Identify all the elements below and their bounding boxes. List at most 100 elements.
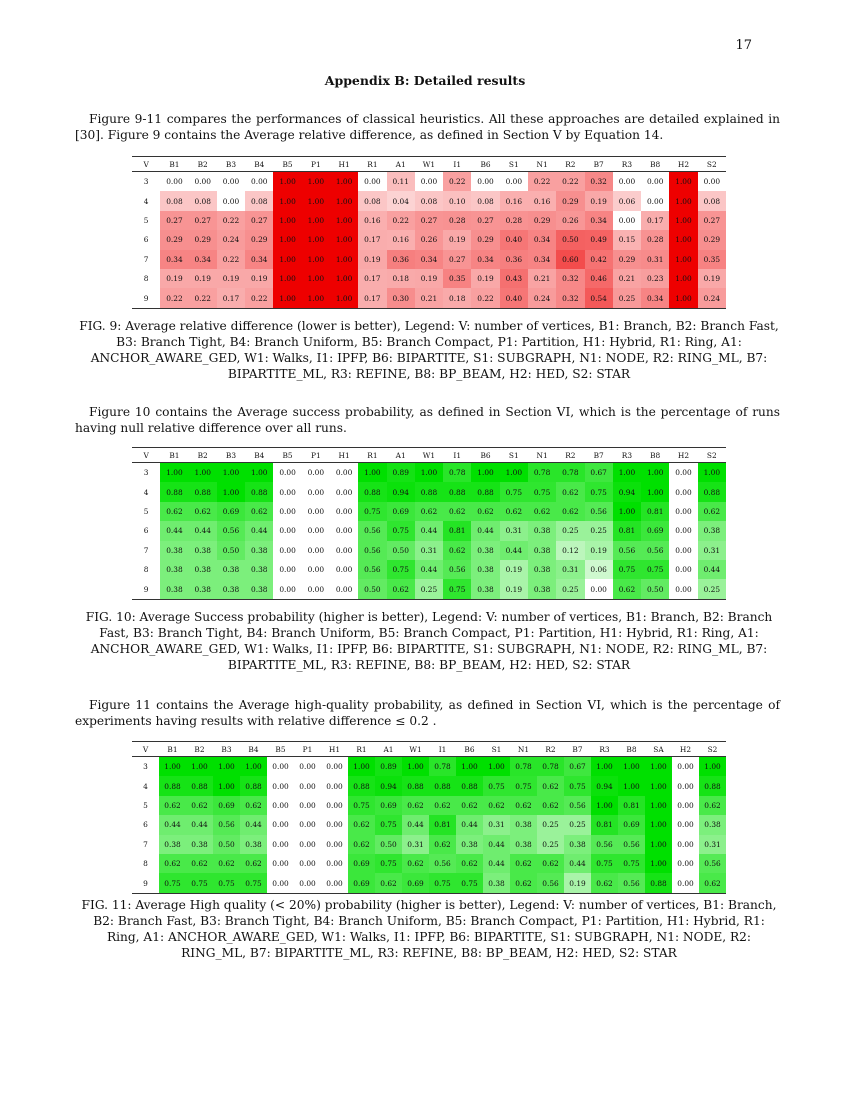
heatmap-cell: 0.88 <box>245 482 274 502</box>
heatmap-cell: 0.62 <box>510 795 537 816</box>
heatmap-cell: 0.62 <box>429 834 456 854</box>
heatmap-cell: 0.00 <box>364 177 381 187</box>
heatmap-cell: 0.15 <box>612 230 642 250</box>
fig10-heatmap-table: V B1 B2 B3 B4 B5 P1 H1 R1 A1 W1 I1 B6 S1 N1 R2 B7 R3 B8 H2 S… <box>132 447 726 600</box>
heatmap-cell: 0.00 <box>703 177 721 187</box>
heatmap-cell: 0.00 <box>329 579 359 600</box>
heatmap-cell: 0.56 <box>699 853 726 874</box>
heatmap-cell: 1.00 <box>669 230 698 250</box>
heatmap-cell: 1.00 <box>414 462 444 483</box>
heatmap-cell: 0.44 <box>471 521 500 541</box>
column-header-b7: B7 <box>584 447 613 463</box>
table-row: 3 0.00 0.00 0.00 0.00 1.00 1.00 1.00 0.00 0.11 0.0… <box>132 171 726 192</box>
heatmap-cell: 0.62 <box>348 834 375 854</box>
heatmap-cell: 0.17 <box>358 268 387 289</box>
fig10-paragraph: Figure 10 contains the Average success p… <box>75 405 780 435</box>
heatmap-cell: 0.38 <box>697 521 726 541</box>
heatmap-cell: 0.34 <box>641 288 670 309</box>
heatmap-cell: 0.78 <box>429 756 456 777</box>
fig10-caption: FIG. 10: Average Success probability (hi… <box>85 610 773 672</box>
table-row: 7 0.34 0.34 0.22 0.34 1.00 1.00 1.00 0.19 0.36 0.3… <box>132 249 726 269</box>
heatmap-cell: 0.19 <box>499 559 528 580</box>
column-header-b3: B3 <box>216 447 246 463</box>
heatmap-cell: 0.00 <box>272 781 289 791</box>
heatmap-cell: 0.38 <box>471 559 500 580</box>
heatmap-cell: 0.00 <box>335 487 353 497</box>
heatmap-cell: 0.30 <box>386 288 415 309</box>
heatmap-cell: 1.00 <box>499 462 528 483</box>
heatmap-cell: 0.00 <box>307 468 325 478</box>
heatmap-cell: 1.00 <box>645 776 672 796</box>
heatmap-cell: 0.26 <box>556 210 585 231</box>
heatmap-cell: 0.75 <box>618 853 645 874</box>
heatmap-cell: 0.17 <box>358 230 387 250</box>
heatmap-cell: 0.00 <box>299 820 316 830</box>
row-label-cell: 3 <box>143 468 149 478</box>
heatmap-cell: 0.62 <box>591 873 618 894</box>
heatmap-cell: 0.36 <box>386 249 415 269</box>
heatmap-cell: 0.88 <box>188 482 217 502</box>
heatmap-cell: 0.00 <box>326 781 343 791</box>
column-header-p1: P1 <box>301 447 330 463</box>
heatmap-cell: 0.00 <box>267 873 294 894</box>
heatmap-cell: 0.69 <box>348 853 375 874</box>
heatmap-cell: 0.29 <box>471 230 500 250</box>
heatmap-cell: 1.00 <box>329 191 359 211</box>
heatmap-cell: 0.89 <box>375 756 402 777</box>
heatmap-cell: 0.00 <box>477 177 494 187</box>
column-header-i1: I1 <box>429 741 456 757</box>
heatmap-cell: 1.00 <box>273 191 302 211</box>
heatmap-cell: 0.38 <box>188 559 217 580</box>
heatmap-cell: 1.00 <box>273 249 302 269</box>
column-header-b8: B8 <box>641 447 670 463</box>
heatmap-cell: 1.00 <box>669 191 698 211</box>
heatmap-cell: 0.23 <box>641 268 670 289</box>
heatmap-cell: 0.62 <box>188 501 217 522</box>
heatmap-cell: 0.00 <box>672 873 699 894</box>
heatmap-cell: 0.88 <box>348 776 375 796</box>
table-row: 4 0.08 0.08 0.00 0.08 1.00 1.00 1.00 0.08 0.04 0.0… <box>132 191 726 211</box>
heatmap-cell: 0.25 <box>537 834 564 854</box>
heatmap-cell: 0.25 <box>414 579 444 600</box>
heatmap-cell: 0.17 <box>216 288 246 309</box>
heatmap-cell: 0.00 <box>279 487 296 497</box>
heatmap-cell: 0.78 <box>527 462 557 483</box>
table-row: 6 0.29 0.29 0.24 0.29 1.00 1.00 1.00 0.17 0.16 0.2… <box>132 230 726 250</box>
heatmap-cell: 0.44 <box>159 815 186 835</box>
heatmap-cell: 0.44 <box>188 521 217 541</box>
heatmap-cell: 0.00 <box>307 487 325 497</box>
heatmap-cell: 0.19 <box>584 540 613 560</box>
heatmap-cell: 1.00 <box>471 462 500 483</box>
column-header-h2: H2 <box>669 447 698 463</box>
heatmap-cell: 0.31 <box>697 540 726 560</box>
heatmap-cell: 0.62 <box>240 795 267 816</box>
heatmap-cell: 0.28 <box>443 210 472 231</box>
heatmap-cell: 0.32 <box>584 171 613 192</box>
heatmap-cell: 0.75 <box>375 853 402 874</box>
table-header-row: V B1 B2 B3 B4 B5 P1 H1 R1 A1 W1 I1 B6 S1 N1 R2 B7 R3 B8 SA H… <box>132 741 726 757</box>
heatmap-cell: 0.75 <box>358 501 387 522</box>
heatmap-cell: 1.00 <box>669 171 698 192</box>
heatmap-cell: 0.62 <box>556 501 585 522</box>
heatmap-cell: 0.00 <box>272 820 289 830</box>
heatmap-cell: 0.75 <box>186 873 213 894</box>
heatmap-cell: 0.75 <box>443 579 472 600</box>
heatmap-cell: 0.81 <box>612 521 642 541</box>
heatmap-cell: 0.94 <box>612 482 642 502</box>
heatmap-cell: 0.75 <box>527 482 557 502</box>
heatmap-cell: 0.38 <box>188 579 217 600</box>
heatmap-cell: 0.00 <box>273 579 302 600</box>
heatmap-cell: 0.00 <box>307 545 325 555</box>
column-header-b7: B7 <box>564 741 591 757</box>
heatmap-cell: 0.19 <box>471 268 500 289</box>
heatmap-cell: 0.56 <box>358 559 387 580</box>
heatmap-cell: 0.00 <box>335 506 353 516</box>
heatmap-cell: 0.44 <box>456 815 483 835</box>
heatmap-cell: 0.56 <box>537 873 564 894</box>
heatmap-cell: 0.54 <box>584 288 613 309</box>
page-number: 17 <box>735 38 752 53</box>
heatmap-cell: 0.11 <box>386 171 415 192</box>
heatmap-cell: 0.16 <box>386 230 415 250</box>
heatmap-cell: 0.60 <box>556 249 585 269</box>
heatmap-cell: 0.69 <box>402 873 429 894</box>
